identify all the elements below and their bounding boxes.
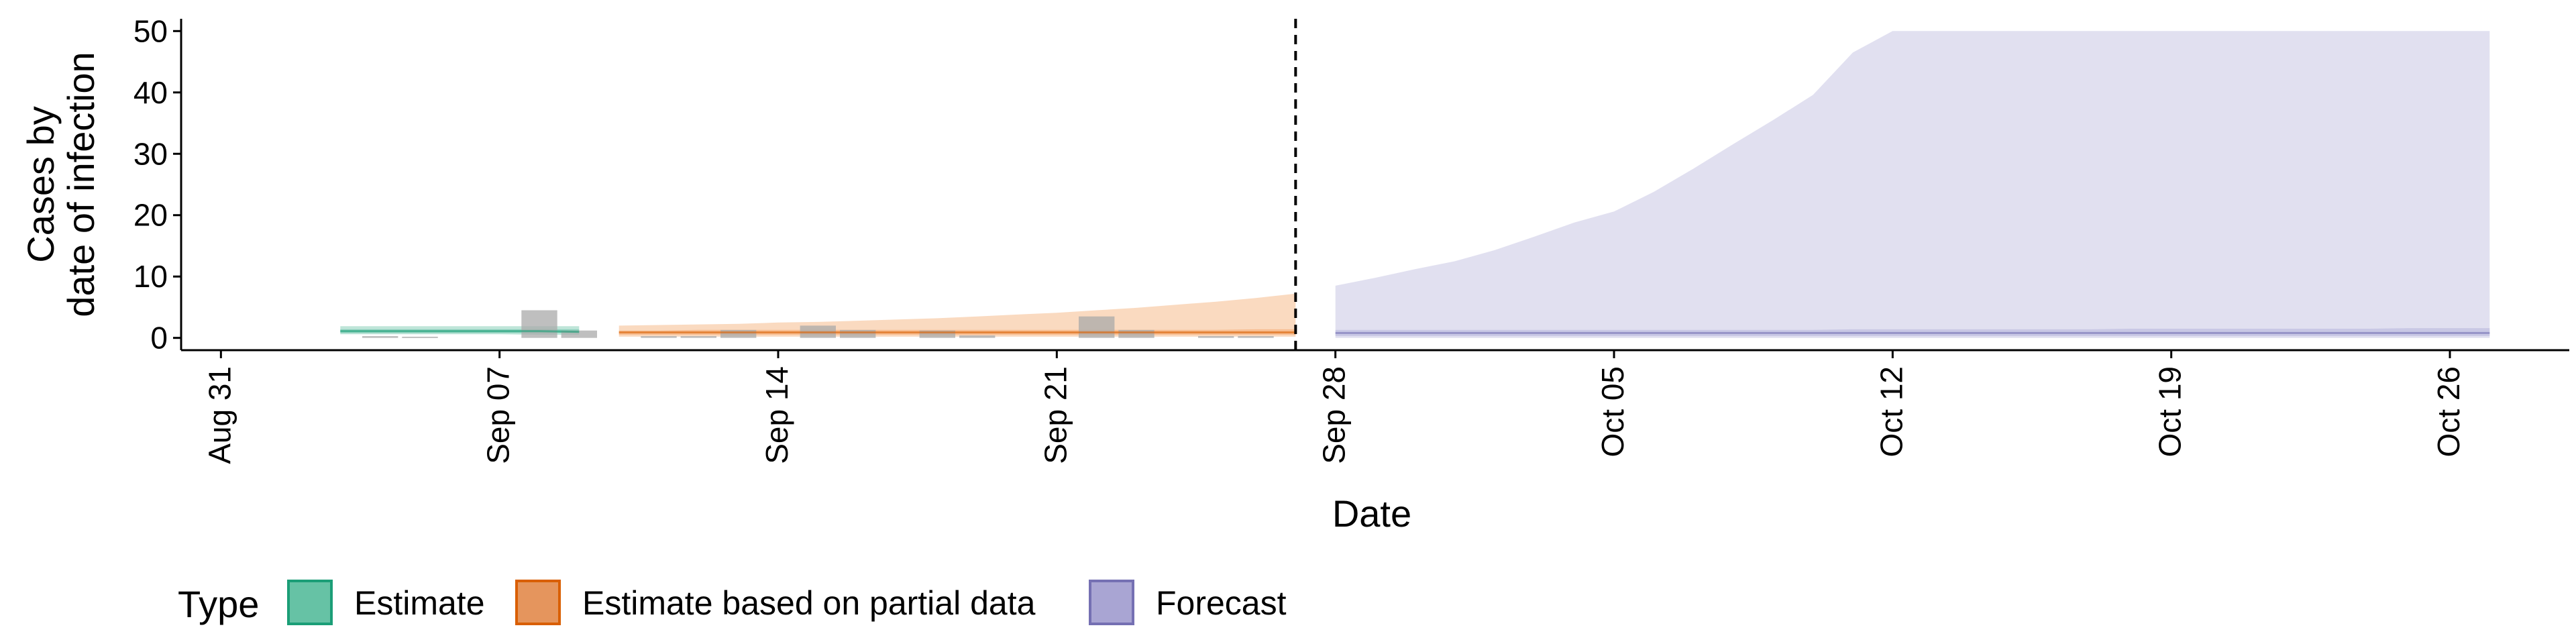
axes: 0 10 20 30 40 50 Aug 31 Sep 07 Sep 14 Sep 21 Sep 2… — [133, 13, 2569, 464]
observed-case-bar — [362, 336, 398, 338]
y-tick-label: 40 — [133, 75, 168, 110]
observed-case-bar — [1238, 336, 1274, 338]
observed-case-bar — [402, 336, 438, 338]
x-tick-label: Aug 31 — [202, 366, 237, 464]
observed-case-bar — [680, 336, 716, 338]
observed-case-bar — [521, 310, 557, 338]
legend: Type Estimate Estimate based on partial d… — [178, 580, 1287, 625]
x-tick-label: Oct 19 — [2153, 366, 2188, 458]
y-tick-label: 50 — [133, 13, 168, 48]
estimate-based-on-partial-data-outer-band — [619, 293, 1296, 337]
forecast-outer-band — [1335, 31, 2490, 338]
legend-swatch — [287, 580, 333, 625]
observed-cases-layer — [362, 310, 1274, 338]
legend-title: Type — [178, 583, 259, 625]
observed-case-bar — [1198, 336, 1234, 338]
observed-case-bar — [840, 329, 876, 338]
observed-case-bar — [1079, 316, 1115, 338]
x-tick-label: Oct 05 — [1595, 366, 1630, 458]
x-axis-label: Date — [1332, 492, 1411, 535]
observed-case-bar — [919, 330, 955, 338]
x-tick-label: Sep 28 — [1317, 366, 1352, 464]
x-tick-label: Oct 12 — [1874, 366, 1909, 458]
observed-case-bar — [1118, 329, 1155, 338]
observed-case-bar — [720, 329, 757, 338]
y-tick-label: 10 — [133, 259, 168, 294]
x-tick-label: Sep 07 — [481, 366, 516, 464]
observed-case-bar — [561, 330, 597, 338]
legend-label: Estimate — [354, 584, 485, 622]
x-tick-label: Sep 14 — [759, 366, 794, 464]
x-tick-label: Sep 21 — [1038, 366, 1073, 464]
median-layer — [340, 330, 2490, 334]
y-tick-label: 0 — [150, 321, 168, 356]
legend-label: Estimate based on partial data — [582, 584, 1036, 622]
observed-case-bar — [641, 336, 677, 338]
x-tick-label: Oct 26 — [2431, 366, 2466, 458]
y-tick-label: 20 — [133, 198, 168, 233]
y-axis-label-line-1: Cases by — [19, 106, 62, 262]
legend-label: Forecast — [1156, 584, 1287, 622]
y-axis-label-line-2: date of infection — [60, 52, 102, 317]
median-line — [340, 330, 580, 333]
legend-swatch — [1089, 580, 1134, 625]
legend-swatch — [515, 580, 561, 625]
observed-case-bar — [959, 335, 996, 338]
y-tick-label: 30 — [133, 136, 168, 171]
